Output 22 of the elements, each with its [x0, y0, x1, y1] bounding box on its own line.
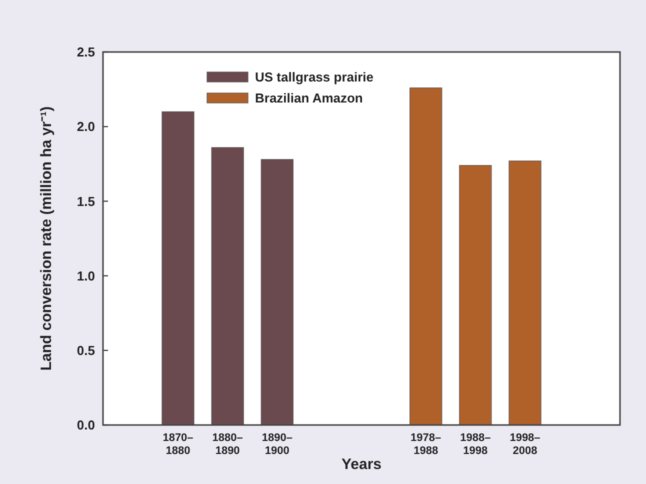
x-tick-label: 1998–2008 [510, 432, 540, 457]
x-tick-label: 1870–1880 [162, 432, 194, 457]
y-tick-label: 2.0 [76, 119, 95, 134]
bar [459, 165, 492, 426]
legend-label: Brazilian Amazon [255, 90, 363, 106]
bar [162, 111, 194, 426]
x-tick-label: 1880–1890 [212, 432, 243, 457]
x-axis-title: Years [341, 456, 382, 473]
y-tick-label: 1.5 [76, 194, 95, 209]
y-tick-label: 0.5 [76, 342, 95, 358]
x-tick-label: 1988–1998 [460, 432, 491, 457]
y-tick-label: 1.0 [76, 268, 95, 284]
legend-label: US tallgrass prairie [255, 70, 374, 85]
bar [260, 159, 294, 426]
bar [211, 147, 244, 426]
x-tick-label: 1978–1988 [410, 432, 442, 457]
x-tick-label: 1890–1900 [262, 432, 292, 457]
y-tick-label: 0.0 [76, 418, 95, 433]
y-axis-title: Land conversion rate (million ha yr⁻¹) [38, 106, 55, 371]
bar [508, 160, 542, 426]
bar [410, 88, 442, 426]
y-tick-label: 2.5 [76, 44, 95, 60]
